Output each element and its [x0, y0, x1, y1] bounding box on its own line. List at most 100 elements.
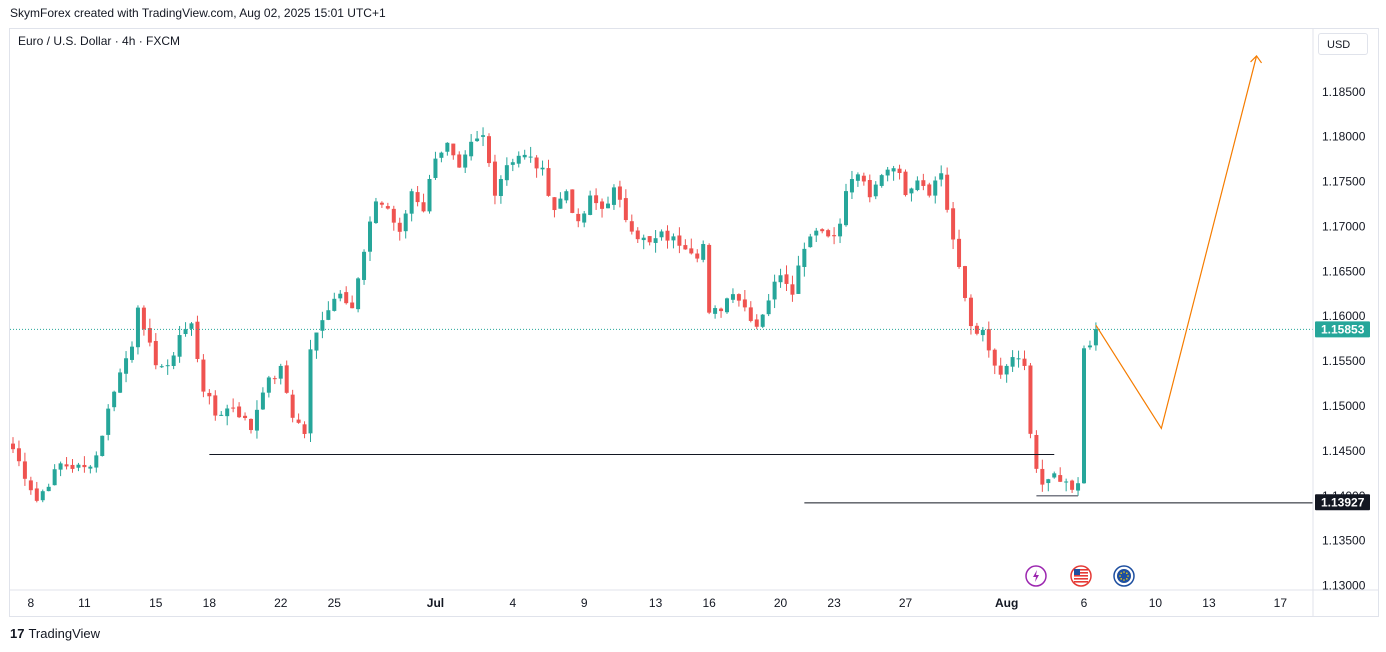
- lightning-bolt: [1033, 570, 1039, 582]
- candle-body: [1093, 329, 1098, 346]
- candle-body: [385, 206, 390, 209]
- x-tick-label: 10: [1149, 596, 1163, 610]
- candle-body: [28, 480, 33, 491]
- flag-field: [1117, 569, 1131, 583]
- candle-body: [986, 329, 991, 351]
- candle-body: [1028, 365, 1033, 434]
- candle-body: [498, 179, 503, 197]
- tradingview-footer[interactable]: 17 TradingView: [10, 626, 100, 641]
- candle-body: [213, 395, 218, 416]
- candle-body: [623, 198, 628, 221]
- candle-body: [118, 372, 123, 393]
- candle-body: [1022, 358, 1027, 366]
- candle-body: [760, 314, 765, 327]
- candle-body: [968, 297, 973, 327]
- time-axis[interactable]: 8 11 15 18 22 25 Jul 4 9 13 16 20 23 27 Aug 6 10 13 17: [10, 589, 1378, 610]
- last-price-label-bg: [1315, 321, 1370, 338]
- flag-star: [1120, 578, 1122, 580]
- candle-body: [439, 152, 444, 158]
- candle-body: [588, 195, 593, 215]
- candle-body: [891, 168, 896, 172]
- flag-stripe: [1074, 575, 1088, 577]
- support-price-label: 1.13927: [1321, 495, 1365, 509]
- x-tick-label: 22: [274, 596, 288, 610]
- candle-body: [861, 175, 866, 182]
- candle-body: [397, 222, 402, 232]
- candle-body: [820, 229, 825, 232]
- candle-body: [677, 235, 682, 246]
- candle-body: [266, 377, 271, 393]
- candle-body: [94, 455, 99, 468]
- candle-body: [921, 180, 926, 186]
- candle-body: [790, 284, 795, 295]
- event-icons: [1025, 565, 1135, 587]
- candle-body: [106, 408, 111, 435]
- candle-body: [237, 406, 242, 418]
- candle-body: [201, 359, 206, 392]
- chart-credit: SkymForex created with TradingView.com, …: [10, 6, 386, 20]
- candle-body: [332, 298, 337, 311]
- candle-body: [433, 158, 438, 178]
- x-tick-label: 25: [328, 596, 342, 610]
- candle-body: [635, 230, 640, 240]
- candle-body: [719, 308, 724, 312]
- candle-body: [1076, 483, 1081, 491]
- candle-body: [356, 278, 361, 310]
- candle-body: [933, 180, 938, 196]
- currency-button[interactable]: USD: [1318, 33, 1368, 55]
- candle-body: [754, 319, 759, 327]
- candle-body: [492, 161, 497, 196]
- candle-body: [772, 281, 777, 300]
- candle-body: [879, 175, 884, 186]
- candle-body: [183, 329, 188, 335]
- candle-body: [130, 346, 134, 360]
- us-flag-icon: [1070, 565, 1092, 587]
- candle-body: [1064, 481, 1069, 483]
- flag-stripe: [1074, 572, 1088, 574]
- candle-body: [528, 156, 533, 158]
- price-axis[interactable]: 1.18500 1.18000 1.17500 1.17000 1.16500 1.160…: [1312, 29, 1370, 617]
- x-tick-label: 8: [28, 596, 35, 610]
- candle-body: [338, 293, 343, 299]
- candle-body: [124, 358, 129, 374]
- candle-body: [778, 275, 783, 283]
- candle-body: [16, 448, 21, 462]
- candle-body: [1010, 357, 1015, 367]
- candle-body: [141, 307, 146, 330]
- candle-body: [665, 230, 670, 241]
- candle-body: [177, 335, 182, 357]
- flag-star: [1123, 571, 1125, 573]
- candle-body: [350, 302, 355, 309]
- horizontal-levels: [10, 55, 1313, 504]
- symbol-title[interactable]: Euro / U.S. Dollar · 4h · FXCM: [18, 34, 181, 48]
- eu-flag-icon: [1113, 565, 1135, 587]
- candle-body: [40, 491, 45, 501]
- candle-body: [736, 294, 741, 301]
- candle-body: [403, 213, 408, 232]
- candle-body: [135, 307, 140, 348]
- candle-body: [915, 180, 920, 191]
- candle-body: [326, 310, 331, 320]
- candle-body: [796, 265, 801, 294]
- candle-body: [1087, 345, 1092, 348]
- flag-star: [1120, 572, 1122, 574]
- projection-path: [1095, 55, 1258, 430]
- candle-body: [552, 197, 557, 211]
- candle-body: [998, 365, 1003, 375]
- candle-body: [469, 141, 474, 157]
- candle-body: [873, 184, 878, 197]
- flag-star: [1119, 575, 1121, 577]
- candle-body: [516, 155, 521, 164]
- y-tick-label: 1.18500: [1322, 85, 1366, 99]
- candle-body: [534, 157, 539, 169]
- candle-body: [451, 143, 456, 156]
- candle-body: [76, 464, 81, 468]
- x-tick-label: 18: [203, 596, 217, 610]
- candle-body: [707, 244, 712, 313]
- candle-body: [445, 142, 450, 152]
- candle-body: [415, 192, 420, 203]
- x-tick-label: 17: [1274, 596, 1288, 610]
- candle-body: [564, 191, 569, 201]
- x-tick-label: 9: [581, 596, 588, 610]
